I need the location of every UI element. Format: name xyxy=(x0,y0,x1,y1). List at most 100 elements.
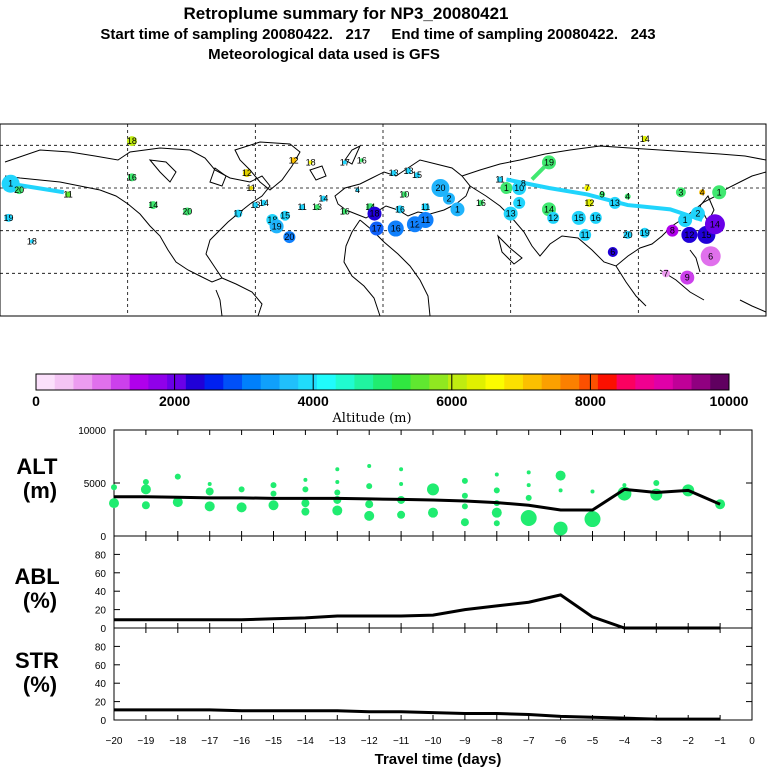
marker-day-label: 19 xyxy=(4,213,14,223)
altitude-point xyxy=(270,490,277,497)
trajectory-marker xyxy=(700,246,721,267)
altitude-point xyxy=(268,500,279,511)
marker-day-label: 16 xyxy=(340,206,350,216)
trajectory-marker xyxy=(260,199,267,206)
x-tick-label: −18 xyxy=(169,736,186,747)
colorbar-swatch xyxy=(260,374,280,390)
trajectory-marker xyxy=(249,186,254,190)
x-tick-label: −15 xyxy=(265,736,282,747)
abl-label-line1: ABL xyxy=(15,564,60,589)
altitude-point xyxy=(207,482,212,487)
marker-day-label: 14 xyxy=(365,202,375,212)
x-tick-label: −20 xyxy=(106,736,123,747)
altitude-point xyxy=(494,472,499,477)
colorbar-swatch xyxy=(448,374,468,390)
y-tick-label: 80 xyxy=(95,550,107,561)
y-tick-label: 5000 xyxy=(84,479,107,490)
alt-label-line2: (m) xyxy=(23,478,57,503)
colorbar-tick-label: 0 xyxy=(32,393,40,409)
trajectory-marker xyxy=(585,198,594,207)
trajectory-marker xyxy=(497,176,504,183)
altitude-point xyxy=(461,477,468,484)
colorbar-swatch xyxy=(185,374,206,390)
marker-day-label: 20 xyxy=(284,232,294,242)
marker-day-label: 15 xyxy=(412,170,422,180)
altitude-point xyxy=(140,484,151,495)
sampling-times: Start time of sampling 20080422. 217 End… xyxy=(100,26,656,43)
colorbar-swatch xyxy=(710,374,730,390)
marker-day-label: 18 xyxy=(27,236,37,246)
trajectory-marker xyxy=(401,191,408,198)
trajectory-marker xyxy=(442,192,455,205)
colorbar-swatch xyxy=(522,374,543,390)
marker-day-label: 12 xyxy=(242,168,252,178)
marker-day-label: 16 xyxy=(476,198,486,208)
marker-day-label: 1 xyxy=(455,204,460,214)
altitude-point xyxy=(236,502,247,513)
colorbar-tick-label: 8000 xyxy=(575,393,606,409)
colorbar-tick-label: 10000 xyxy=(710,393,749,409)
trajectory-marker xyxy=(503,206,518,221)
marker-day-label: 19 xyxy=(640,228,650,238)
colorbar-swatch xyxy=(541,374,561,390)
marker-day-label: 14 xyxy=(544,204,554,214)
colorbar-swatch xyxy=(204,374,224,390)
x-tick-label: −5 xyxy=(587,736,599,747)
colorbar-tick-label: 4000 xyxy=(298,393,329,409)
trajectory-marker xyxy=(387,220,404,237)
altitude-point xyxy=(520,509,537,526)
marker-day-label: 1 xyxy=(717,187,722,197)
trajectory-marker xyxy=(431,179,450,197)
colorbar-swatch xyxy=(579,374,599,390)
x-tick-label: 0 xyxy=(749,736,755,747)
trajectory-marker xyxy=(342,160,347,165)
x-tick-label: −10 xyxy=(425,736,442,747)
trajectory-marker xyxy=(681,226,698,243)
colorbar-swatch xyxy=(36,374,56,390)
colorbar-swatch xyxy=(148,374,168,390)
x-tick-label: −2 xyxy=(682,736,694,747)
trajectory-marker xyxy=(320,195,327,202)
panel-frame xyxy=(113,627,753,721)
trajectory-marker xyxy=(571,210,586,225)
marker-day-label: 19 xyxy=(272,221,282,231)
altitude-point xyxy=(303,477,308,482)
colorbar-label: Altitude (m) xyxy=(331,411,411,426)
y-tick-label: 40 xyxy=(95,587,107,598)
trajectory-marker xyxy=(65,191,72,198)
trajectory-marker xyxy=(126,136,137,147)
map-gridlines xyxy=(0,124,766,316)
altitude-point xyxy=(334,489,341,496)
x-tick-label: −6 xyxy=(555,736,567,747)
marker-day-label: 14 xyxy=(318,194,328,204)
altitude-point xyxy=(653,480,660,486)
altitude-point xyxy=(399,467,404,472)
marker-day-label: 10 xyxy=(399,189,409,199)
altitude-point xyxy=(364,510,375,521)
trajectory-marker xyxy=(599,191,606,198)
altitude-point xyxy=(302,486,309,493)
trajectory-marker xyxy=(290,157,297,164)
abl-label-line2: (%) xyxy=(23,588,57,613)
y-tick-label: 40 xyxy=(95,679,107,690)
marker-day-label: 9 xyxy=(600,189,605,199)
colorbar-swatch xyxy=(391,374,412,390)
trajectory-marker xyxy=(396,205,405,214)
trajectory-marker xyxy=(607,247,618,257)
marker-day-label: 14 xyxy=(148,200,158,210)
colorbar-swatch xyxy=(635,374,655,390)
trajectory-marker xyxy=(477,199,484,206)
altitude-point xyxy=(174,473,181,480)
trajectory-marker xyxy=(641,135,648,142)
colorbar-swatch xyxy=(54,374,74,390)
marker-day-label: 2 xyxy=(695,209,700,219)
marker-day-label: 12 xyxy=(584,198,594,208)
marker-day-label: 16 xyxy=(357,155,367,165)
colorbar-swatch xyxy=(354,374,374,390)
y-tick-label: 0 xyxy=(100,716,106,727)
trajectory-marker xyxy=(541,155,556,170)
trajectory-marker xyxy=(414,172,421,179)
